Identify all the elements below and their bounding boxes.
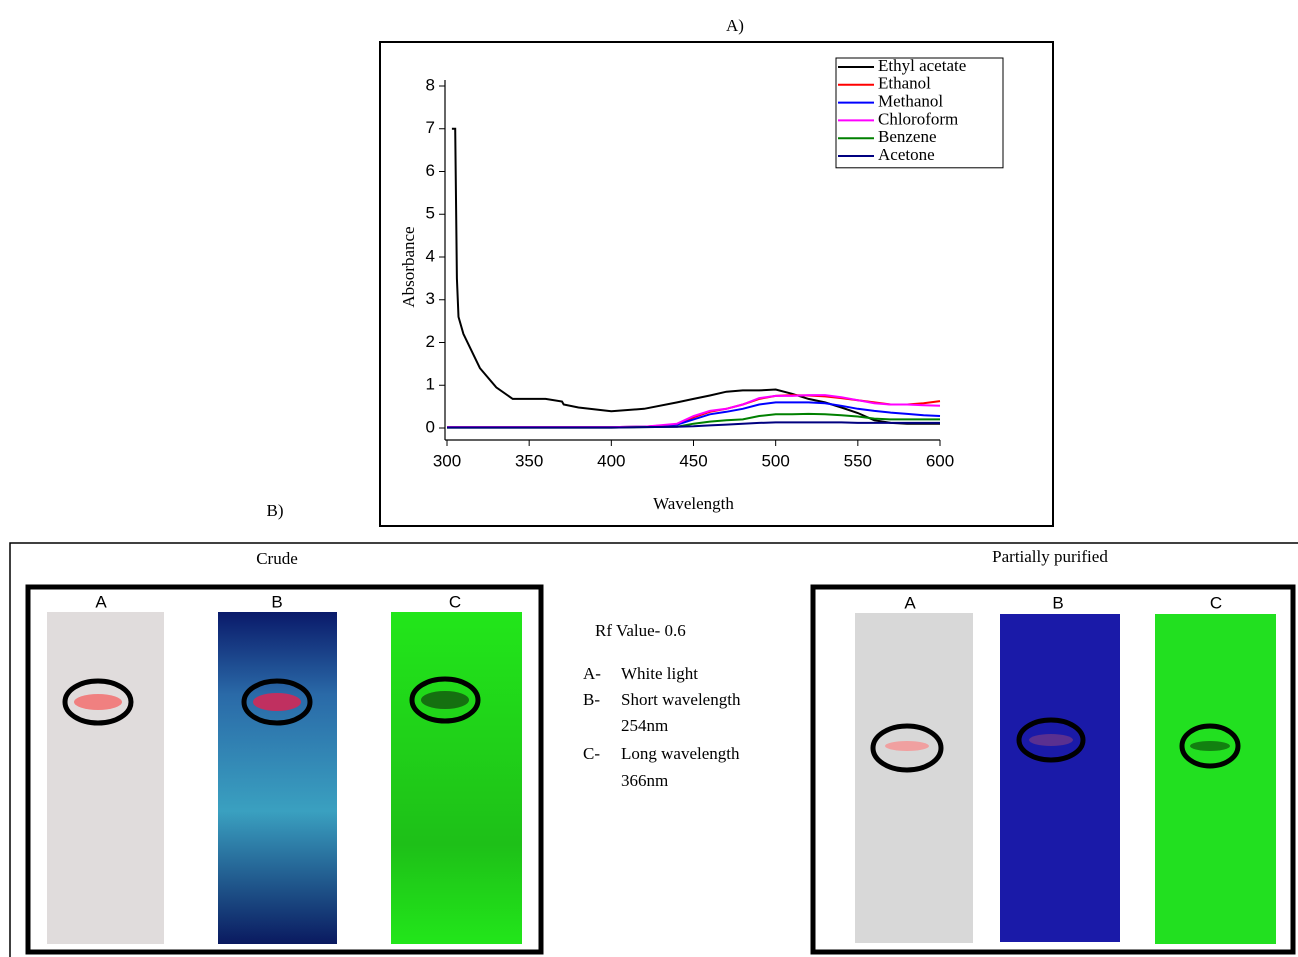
panel-frame (9, 542, 1298, 957)
plate (855, 613, 973, 943)
x-tick-label: 300 (433, 451, 461, 470)
plate-label: C (1210, 593, 1222, 612)
y-tick-label: 8 (426, 75, 435, 94)
circle (62, 678, 134, 726)
circle (409, 676, 481, 724)
x-tick-label: 450 (679, 451, 707, 470)
y-tick-label: 4 (426, 246, 435, 265)
key-text: Long wavelength (621, 744, 740, 763)
legend-label: Chloroform (878, 109, 958, 128)
legend-label: Ethyl acetate (878, 56, 966, 75)
y-tick-label: 6 (426, 161, 435, 180)
y-tick-label: 1 (426, 375, 435, 394)
series-line (447, 421, 940, 429)
plate (218, 612, 337, 944)
key-text: 254nm (621, 716, 668, 735)
spot (1190, 741, 1230, 751)
y-tick-label: 2 (426, 332, 435, 351)
circle (870, 723, 944, 773)
plate (391, 612, 522, 944)
x-tick-label: 400 (597, 451, 625, 470)
legend-label: Benzene (878, 127, 937, 146)
circle (1179, 723, 1241, 769)
plate-label: B (271, 592, 282, 611)
y-tick-label: 0 (426, 417, 435, 436)
plate (1155, 614, 1276, 944)
legend-box (835, 57, 1004, 169)
plate (1000, 614, 1120, 942)
chart-frame (379, 41, 1054, 527)
y-tick-label: 7 (426, 118, 435, 137)
key-text: 366nm (621, 771, 668, 790)
x-tick-label: 350 (515, 451, 543, 470)
plate-label: C (449, 592, 461, 611)
spot (253, 693, 301, 711)
plate-label: A (904, 593, 916, 612)
panel-label: B) (267, 501, 284, 520)
chart: 300 350 400 450 500 550 600 0 1 2 3 4 5 6 7 8 Wavelength… (399, 56, 1004, 513)
spot (74, 694, 122, 710)
y-tick-label: 3 (426, 289, 435, 308)
series-line (451, 127, 940, 425)
circle (1016, 717, 1086, 763)
spot (421, 691, 469, 709)
y-tick-label: 5 (426, 204, 435, 223)
group-title: Partially purified (992, 547, 1108, 566)
x-tick-label: 550 (844, 451, 872, 470)
legend-label: Methanol (878, 92, 943, 111)
y-axis-label: Absorbance (399, 226, 418, 307)
group-title: Crude (256, 549, 298, 568)
legend-label: Acetone (878, 145, 935, 164)
key-text: White light (621, 664, 698, 683)
panel-label: A) (726, 16, 744, 35)
x-tick-label: 500 (761, 451, 789, 470)
key-letter: B- (583, 690, 600, 709)
spot (885, 741, 929, 751)
key-letter: C- (583, 744, 600, 763)
plate-label: B (1052, 593, 1063, 612)
rf-value: Rf Value- 0.6 (595, 621, 686, 640)
key-text: Short wavelength (621, 690, 741, 709)
plate (47, 612, 164, 944)
legend-label: Ethanol (878, 74, 931, 93)
x-axis-label: Wavelength (653, 494, 734, 513)
x-tick-label: 600 (926, 451, 954, 470)
key-letter: A- (583, 664, 601, 683)
spot (1029, 734, 1073, 746)
circle (241, 678, 313, 726)
plate-label: A (95, 592, 107, 611)
